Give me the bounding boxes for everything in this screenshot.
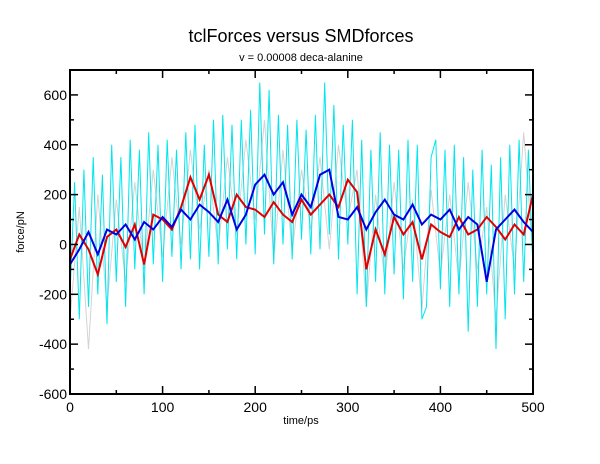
y-tick-label: -200 <box>39 286 67 302</box>
series-line-1 <box>70 82 533 350</box>
x-tick-label: 300 <box>336 399 360 415</box>
chart-subtitle: v = 0.00008 deca-alanine <box>239 52 363 64</box>
y-tick-label: -400 <box>39 336 67 352</box>
x-tick-label: 400 <box>429 399 453 415</box>
y-tick-label: 200 <box>44 187 68 203</box>
series-line-3 <box>70 168 533 282</box>
x-tick-label: 100 <box>151 399 175 415</box>
y-tick-label: 0 <box>59 236 67 252</box>
series-layer <box>70 82 533 350</box>
chart-title: tclForces versus SMDforces <box>188 26 413 46</box>
x-tick-label: 500 <box>521 399 545 415</box>
y-tick-label: 600 <box>44 87 68 103</box>
y-axis-label: force/pN <box>15 211 27 253</box>
series-line-0 <box>70 119 533 350</box>
y-tick-label: 400 <box>44 137 68 153</box>
x-tick-label: 200 <box>244 399 268 415</box>
x-axis-label: time/ps <box>283 415 319 427</box>
y-tick-label: -600 <box>39 386 67 402</box>
axes-layer: 0 100 200 300 400 500 -600 -400 -200 0 200 400 600 <box>39 69 545 415</box>
x-tick-label: 0 <box>66 399 74 415</box>
